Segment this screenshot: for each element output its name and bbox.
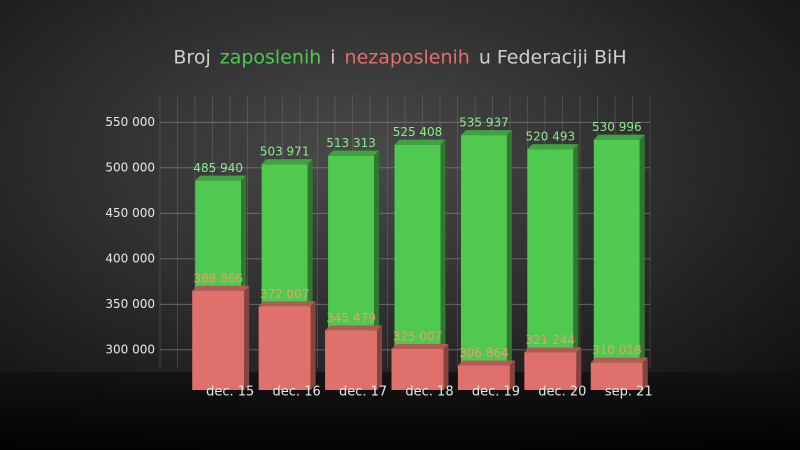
bar-top <box>258 301 316 307</box>
x-tick-label: dec. 15 <box>206 385 254 400</box>
bar-top <box>192 285 250 291</box>
x-tick-label: dec. 18 <box>405 385 453 400</box>
x-tick-label: dec. 16 <box>273 385 321 400</box>
y-tick-label: 500 000 <box>105 160 155 174</box>
title-part: zaposlenih <box>220 47 322 69</box>
bar-side <box>509 360 515 390</box>
bar <box>590 362 643 390</box>
x-tick-label: dec. 20 <box>538 385 586 400</box>
bar <box>457 365 510 390</box>
value-label: 321 244 <box>526 333 576 347</box>
bar <box>460 135 507 368</box>
bar <box>192 290 245 390</box>
bar-top <box>527 144 579 150</box>
title-part: u Federaciji BiH <box>479 47 627 69</box>
value-label: 345 479 <box>326 311 376 325</box>
value-label: 535 937 <box>459 116 509 130</box>
bar <box>394 144 441 368</box>
bar-side <box>310 301 316 390</box>
y-tick-label: 300 000 <box>105 342 155 356</box>
value-label: 310 018 <box>592 343 642 357</box>
bar-side <box>374 150 380 368</box>
title-part: i <box>330 47 335 69</box>
bar-top <box>524 347 582 353</box>
title-part: Broj <box>173 47 210 69</box>
bar-side <box>639 134 645 368</box>
bar-side <box>440 139 446 368</box>
value-label: 388 866 <box>193 271 243 285</box>
bar-top <box>261 159 313 165</box>
value-label: 530 996 <box>592 120 642 134</box>
bar-side <box>573 144 579 368</box>
x-tick-label: sep. 21 <box>605 385 653 400</box>
y-tick-label: 350 000 <box>105 297 155 311</box>
bar-side <box>443 344 449 390</box>
bar <box>325 330 378 390</box>
bar-side <box>576 347 582 390</box>
value-label: 306 864 <box>459 346 509 360</box>
bar-top <box>460 130 512 136</box>
value-label: 485 940 <box>193 161 243 175</box>
value-label: 325 007 <box>393 330 443 344</box>
x-tick-label: dec. 17 <box>339 385 387 400</box>
bar <box>593 139 640 368</box>
bar-side <box>642 357 648 390</box>
y-tick-label: 450 000 <box>105 206 155 220</box>
bar-top <box>325 325 383 331</box>
bar <box>527 149 574 368</box>
bar-top <box>593 134 645 140</box>
x-tick-label: dec. 19 <box>472 385 520 400</box>
bar-side <box>506 130 512 368</box>
bar-side <box>244 285 250 390</box>
value-label: 525 408 <box>393 125 443 139</box>
bar <box>391 349 444 390</box>
y-tick-label: 400 000 <box>105 251 155 265</box>
bar <box>258 306 311 390</box>
value-label: 520 493 <box>526 130 576 144</box>
bar-top <box>457 360 515 366</box>
bar-top <box>328 150 380 156</box>
bar-top <box>394 139 446 145</box>
value-label: 513 313 <box>326 136 376 150</box>
bar-top <box>391 344 449 350</box>
value-label: 372 007 <box>260 287 310 301</box>
bar-top <box>590 357 648 363</box>
bar <box>524 352 577 390</box>
bar-side <box>377 325 383 390</box>
value-label: 503 971 <box>260 145 310 159</box>
bar-top <box>195 175 247 181</box>
chart-title: Broj zaposlenih i nezaposlenih u Federac… <box>173 47 626 69</box>
y-tick-label: 550 000 <box>105 115 155 129</box>
title-part: nezaposlenih <box>345 47 470 69</box>
